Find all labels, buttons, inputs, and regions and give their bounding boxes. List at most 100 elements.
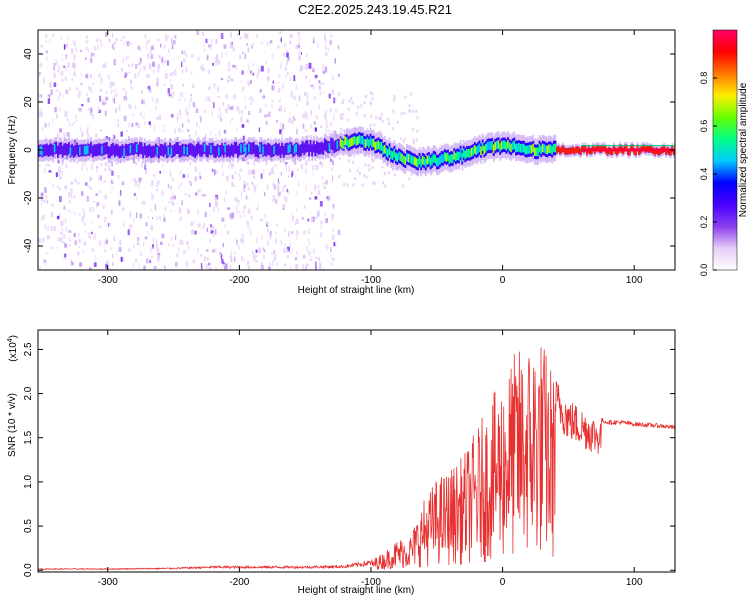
noise-speckle: [318, 257, 321, 262]
noise-speckle: [295, 103, 298, 107]
noise-speckle: [247, 47, 250, 53]
noise-speckle: [111, 209, 113, 215]
noise-speckle: [272, 80, 274, 84]
noise-speckle: [178, 128, 181, 132]
noise-speckle: [41, 127, 44, 131]
ridge-peak: [623, 144, 626, 152]
noise-speckle: [300, 52, 302, 55]
ridge-peak: [554, 143, 557, 153]
noise-speckle: [184, 193, 187, 196]
colorbar: 0.00.20.40.60.8 Normalized spectral ampl…: [699, 29, 749, 276]
noise-speckle: [334, 243, 337, 247]
noise-speckle: [268, 266, 271, 270]
noise-speckle: [148, 89, 151, 93]
ridge-core: [278, 143, 281, 156]
noise-speckle: [304, 111, 308, 116]
noise-speckle: [246, 119, 249, 123]
ridge-peak: [412, 156, 415, 165]
ridge-peak: [467, 148, 470, 158]
noise-speckle: [331, 130, 334, 133]
noise-speckle: [96, 202, 100, 206]
noise-speckle: [256, 207, 258, 210]
noise-speckle: [212, 225, 215, 230]
ridge-core: [330, 137, 333, 150]
noise-speckle: [89, 187, 92, 190]
noise-speckle: [293, 118, 296, 121]
ridge-core: [213, 145, 216, 158]
noise-speckle: [256, 76, 259, 81]
noise-speckle: [39, 265, 41, 269]
noise-speckle: [48, 82, 51, 85]
noise-speckle: [70, 192, 72, 199]
noise-speckle: [49, 96, 51, 99]
noise-speckle: [66, 132, 70, 137]
noise-speckle: [150, 64, 152, 70]
noise-speckle: [319, 201, 323, 207]
noise-speckle: [76, 87, 79, 91]
noise-speckle: [351, 101, 354, 105]
noise-speckle: [175, 235, 177, 241]
noise-speckle: [231, 212, 235, 219]
ridge-core: [118, 146, 121, 159]
noise-speckle: [92, 113, 95, 119]
noise-speckle: [145, 168, 147, 174]
noise-speckle: [163, 83, 166, 86]
noise-speckle: [245, 182, 249, 186]
noise-speckle: [233, 94, 237, 100]
colorbar-tick-label: 0.2: [699, 216, 709, 229]
noise-speckle: [379, 130, 382, 134]
noise-speckle: [40, 192, 44, 198]
noise-speckle: [55, 172, 58, 178]
noise-speckle: [253, 255, 256, 261]
ridge-peak: [631, 144, 634, 151]
noise-speckle: [93, 233, 96, 240]
noise-speckle: [180, 114, 182, 119]
ridge-core: [88, 144, 91, 156]
noise-speckle: [225, 191, 228, 194]
noise-speckle: [54, 107, 57, 113]
noise-speckle: [194, 166, 198, 171]
noise-speckle: [186, 241, 189, 245]
ridge-peak: [603, 145, 606, 152]
ridge-core: [312, 140, 315, 153]
ridge-peak: [538, 143, 541, 153]
ridge-core: [52, 144, 55, 157]
noise-speckle: [403, 111, 406, 115]
ridge-peak: [563, 148, 566, 155]
noise-speckle: [104, 168, 106, 172]
noise-speckle: [208, 86, 211, 90]
noise-speckle: [372, 159, 375, 163]
noise-speckle: [285, 61, 288, 66]
ridge-core: [282, 145, 285, 158]
noise-speckle: [89, 207, 92, 212]
noise-speckle: [271, 104, 274, 108]
noise-speckle: [266, 42, 268, 47]
ridge-core: [42, 144, 45, 157]
noise-speckle: [332, 257, 335, 261]
noise-speckle: [296, 230, 299, 236]
noise-speckle: [271, 99, 274, 103]
noise-speckle: [45, 260, 47, 267]
noise-speckle: [246, 220, 248, 225]
y-tick-label: 2.0: [23, 386, 34, 400]
ridge-core: [105, 142, 108, 154]
ridge-core: [58, 142, 61, 155]
noise-speckle: [188, 194, 191, 198]
noise-speckle: [211, 168, 214, 172]
noise-speckle: [380, 117, 383, 121]
ridge-peak: [448, 155, 451, 164]
noise-speckle: [410, 92, 412, 96]
ridge-peak: [186, 146, 189, 156]
noise-speckle: [63, 65, 65, 68]
noise-speckle: [172, 178, 174, 181]
noise-speckle: [161, 192, 164, 197]
noise-speckle: [305, 160, 308, 166]
noise-speckle: [284, 228, 286, 232]
noise-speckle: [242, 238, 245, 244]
noise-speckle: [153, 69, 155, 74]
noise-speckle: [234, 196, 238, 202]
noise-speckle: [304, 129, 308, 133]
noise-speckle: [109, 83, 112, 88]
noise-speckle: [204, 211, 207, 217]
noise-speckle: [99, 129, 103, 132]
